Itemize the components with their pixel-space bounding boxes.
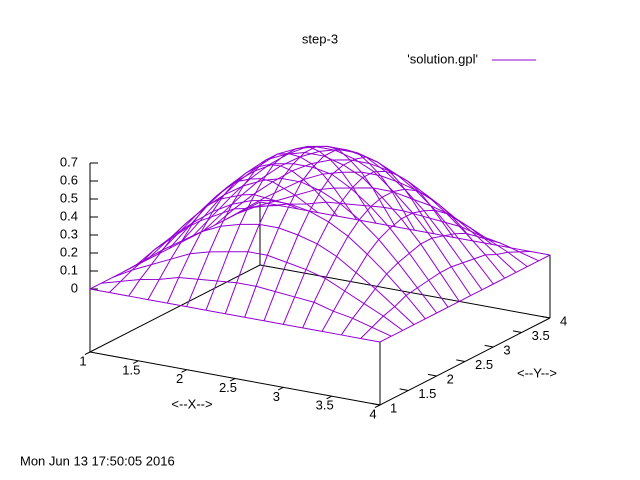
- box-edge: [259, 264, 551, 319]
- surface-line: [244, 149, 416, 318]
- surface-line: [214, 159, 506, 279]
- x-tick-label: 2.5: [219, 380, 237, 395]
- z-tick-label: 0: [71, 280, 78, 295]
- y-tick-label: 2.5: [475, 357, 493, 372]
- y-tick-label: 3: [503, 342, 510, 357]
- surface-line: [191, 145, 483, 291]
- surface-line: [166, 164, 338, 304]
- y-axis-label: <--Y-->: [517, 365, 557, 380]
- box-edge: [89, 264, 261, 353]
- chart-title: step-3: [302, 31, 338, 46]
- surface-line: [379, 254, 551, 343]
- z-tick-label: 0.2: [60, 244, 78, 259]
- surface-line: [237, 187, 528, 268]
- surface-line: [263, 156, 435, 321]
- z-tick-label: 0.3: [60, 226, 78, 241]
- x-tick: [181, 369, 187, 373]
- x-tick: [374, 404, 381, 409]
- surface-line: [89, 288, 381, 343]
- y-tick: [512, 330, 522, 333]
- x-tick-label: 1.5: [122, 362, 140, 377]
- surface-line: [205, 145, 377, 311]
- surface-line: [108, 205, 280, 293]
- x-tick: [84, 351, 91, 356]
- y-tick-label: 3.5: [532, 328, 550, 343]
- y-tick: [427, 373, 437, 377]
- y-tick-label: 2: [447, 371, 454, 386]
- surface-line: [360, 250, 531, 339]
- surface-line: [89, 201, 261, 290]
- x-tick-label: 3: [273, 389, 280, 404]
- surface-line: [259, 201, 551, 256]
- x-tick: [278, 386, 284, 391]
- timestamp: Mon Jun 13 17:50:05 2016: [20, 453, 175, 468]
- x-tick-label: 2: [176, 371, 183, 386]
- x-tick: [133, 360, 139, 364]
- surface-line: [101, 277, 392, 337]
- y-tick: [399, 388, 409, 391]
- legend-label: 'solution.gpl': [407, 51, 478, 66]
- surface-line: [168, 152, 460, 302]
- x-tick: [229, 378, 236, 382]
- y-tick-label: 4: [560, 313, 567, 328]
- x-tick-label: 4: [369, 406, 376, 421]
- surface-line: [321, 209, 493, 332]
- x-tick-label: 1: [79, 353, 86, 368]
- surface-line: [224, 145, 396, 314]
- z-tick-label: 0.6: [60, 172, 78, 187]
- y-tick: [456, 359, 466, 362]
- z-tick-label: 0.7: [60, 154, 78, 169]
- y-tick: [541, 315, 551, 319]
- surface-line: [180, 146, 472, 296]
- surface-line: [112, 251, 403, 331]
- z-tick-label: 0.4: [60, 208, 78, 223]
- surface-line: [128, 193, 299, 297]
- z-tick-label: 0.5: [60, 190, 78, 205]
- y-tick-label: 1.5: [418, 386, 436, 401]
- surface-line: [186, 153, 358, 307]
- x-axis-label: <--X-->: [171, 396, 212, 411]
- surface-line: [282, 170, 454, 325]
- x-tick-label: 3.5: [316, 398, 334, 413]
- y-tick: [371, 402, 381, 406]
- surface-line: [340, 232, 512, 336]
- y-tick-label: 1: [390, 400, 397, 415]
- surface-line: [302, 188, 474, 329]
- x-tick: [326, 395, 332, 400]
- y-tick: [484, 344, 494, 348]
- z-tick-label: 0.1: [60, 262, 78, 277]
- surface-line: [248, 201, 539, 262]
